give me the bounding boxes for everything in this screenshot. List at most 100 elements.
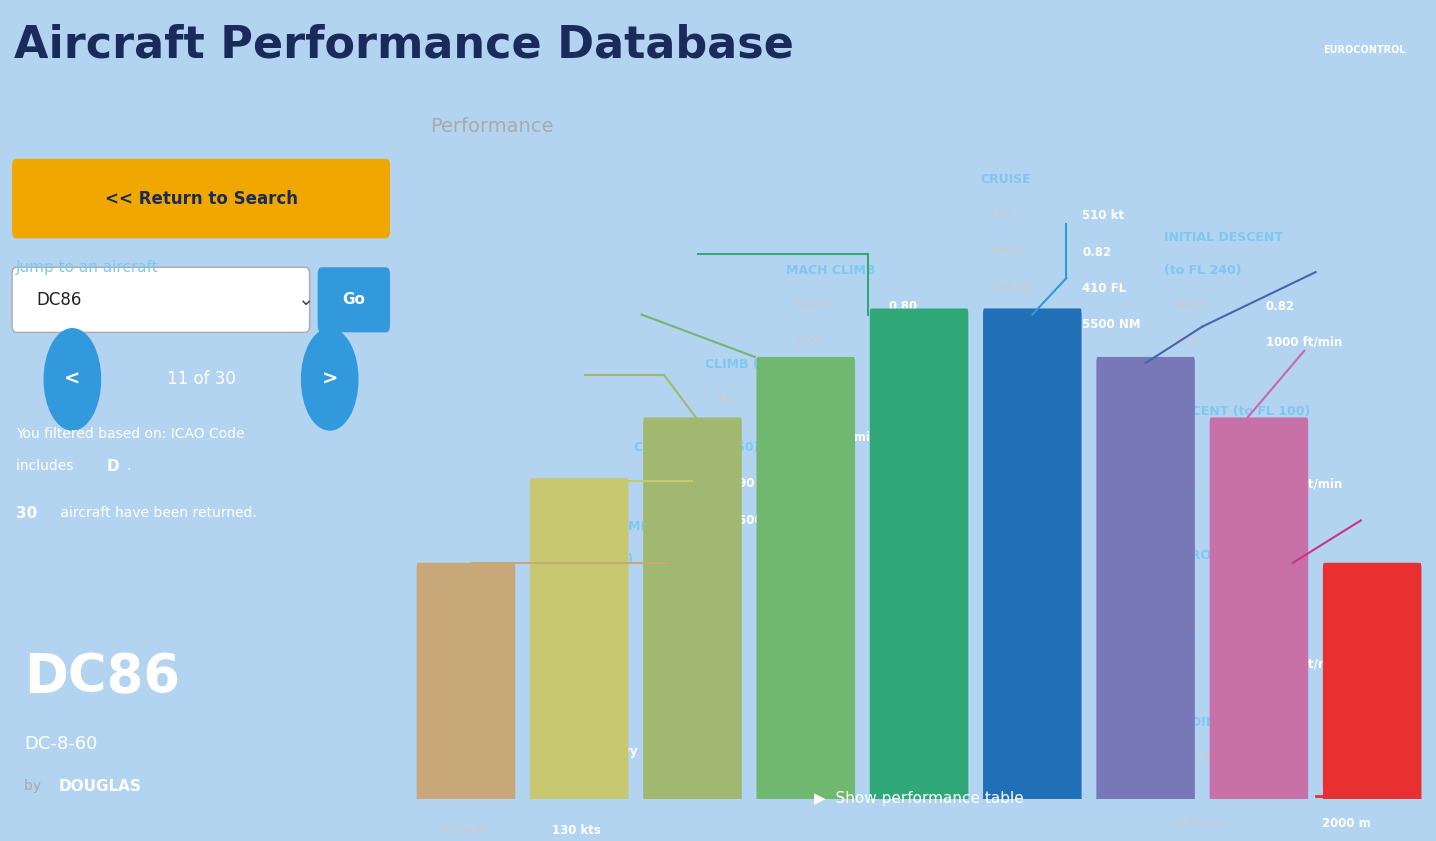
Text: Range:: Range: bbox=[991, 318, 1030, 328]
FancyBboxPatch shape bbox=[1209, 417, 1308, 805]
Text: IAS:: IAS: bbox=[1173, 585, 1196, 595]
Text: MTOW:: MTOW: bbox=[439, 665, 480, 675]
Text: TAS:: TAS: bbox=[991, 209, 1015, 220]
Text: APPROACH: APPROACH bbox=[1163, 549, 1241, 563]
Text: 2000 m: 2000 m bbox=[1321, 817, 1370, 830]
Text: WTC:: WTC: bbox=[439, 705, 468, 715]
Text: MACH:: MACH: bbox=[797, 300, 833, 309]
Circle shape bbox=[302, 329, 358, 430]
Text: includes: includes bbox=[16, 459, 78, 473]
Text: 140 kt: 140 kt bbox=[1321, 752, 1364, 764]
Text: Aircraft Performance Database: Aircraft Performance Database bbox=[14, 24, 794, 67]
Text: 5500 NM: 5500 NM bbox=[1083, 318, 1140, 331]
Text: 290 kts: 290 kts bbox=[801, 394, 850, 407]
Text: by: by bbox=[24, 780, 46, 793]
Text: 0.80: 0.80 bbox=[889, 300, 918, 313]
Text: ▶  Show performance table: ▶ Show performance table bbox=[814, 791, 1024, 807]
Text: 290 kt: 290 kt bbox=[1265, 441, 1308, 454]
Text: DC86: DC86 bbox=[36, 291, 82, 309]
Text: ROD:: ROD: bbox=[1173, 658, 1202, 668]
FancyBboxPatch shape bbox=[757, 357, 854, 805]
Text: V2 (IAS):: V2 (IAS): bbox=[439, 824, 488, 834]
Text: 30: 30 bbox=[16, 505, 37, 521]
Text: << Return to Search: << Return to Search bbox=[105, 189, 297, 208]
Text: DC-8-60: DC-8-60 bbox=[24, 735, 98, 754]
Text: >: > bbox=[322, 370, 337, 389]
Text: IAS:: IAS: bbox=[1173, 441, 1196, 451]
Text: Ceiling:: Ceiling: bbox=[991, 282, 1032, 292]
Text: ROC:: ROC: bbox=[715, 430, 742, 440]
Text: 800 ft/min: 800 ft/min bbox=[889, 336, 956, 349]
Text: 1500 ft/min: 1500 ft/min bbox=[731, 513, 807, 526]
Text: ROC:: ROC: bbox=[797, 336, 824, 346]
Text: 1500 ft/min: 1500 ft/min bbox=[1265, 658, 1343, 671]
Text: DOUGLAS: DOUGLAS bbox=[59, 779, 141, 794]
Text: (to 5000 ft): (to 5000 ft) bbox=[551, 553, 633, 566]
Text: 160 kts: 160 kts bbox=[649, 589, 698, 602]
Text: IAS:: IAS: bbox=[561, 589, 584, 599]
Text: Vat (IAS):: Vat (IAS): bbox=[1173, 752, 1226, 762]
Text: <: < bbox=[65, 370, 80, 389]
Text: DC86: DC86 bbox=[24, 651, 181, 703]
Text: 1000 ft/min: 1000 ft/min bbox=[801, 430, 877, 443]
FancyBboxPatch shape bbox=[11, 267, 310, 332]
Text: C: C bbox=[1321, 785, 1331, 797]
FancyBboxPatch shape bbox=[317, 267, 391, 332]
Text: CLIMB (to FL 240): CLIMB (to FL 240) bbox=[705, 357, 830, 371]
Text: .: . bbox=[126, 459, 131, 473]
Text: MACH:: MACH: bbox=[991, 246, 1027, 256]
Text: Lower Heavy: Lower Heavy bbox=[551, 744, 638, 758]
FancyBboxPatch shape bbox=[416, 563, 516, 805]
Text: 0.82: 0.82 bbox=[1083, 246, 1111, 258]
Text: 250 kt: 250 kt bbox=[1265, 585, 1308, 599]
Text: MCS:: MCS: bbox=[1173, 621, 1202, 632]
Text: 3000 m: 3000 m bbox=[551, 785, 600, 797]
Text: ROD:: ROD: bbox=[1173, 336, 1202, 346]
Text: 0.82: 0.82 bbox=[1265, 300, 1295, 313]
Circle shape bbox=[45, 329, 101, 430]
FancyBboxPatch shape bbox=[1096, 357, 1195, 805]
FancyBboxPatch shape bbox=[870, 309, 968, 805]
FancyBboxPatch shape bbox=[530, 478, 629, 805]
Text: 1000 ft/min: 1000 ft/min bbox=[1265, 336, 1341, 349]
Text: MACH:: MACH: bbox=[1173, 300, 1211, 309]
Text: CLIMB (to FL 150): CLIMB (to FL 150) bbox=[633, 441, 760, 454]
Text: aircraft have been returned.: aircraft have been returned. bbox=[56, 506, 257, 521]
Text: Distance:: Distance: bbox=[1173, 817, 1226, 827]
Text: 3000 ft/min: 3000 ft/min bbox=[1265, 477, 1341, 490]
Text: IAS:: IAS: bbox=[715, 394, 737, 404]
Text: 130 kts: 130 kts bbox=[551, 824, 600, 837]
FancyBboxPatch shape bbox=[984, 309, 1081, 805]
Text: EUROCONTROL: EUROCONTROL bbox=[1323, 45, 1406, 56]
Text: DESCENT (to FL 100): DESCENT (to FL 100) bbox=[1163, 405, 1310, 418]
Text: INITIAL DESCENT: INITIAL DESCENT bbox=[1163, 231, 1282, 244]
Text: 410 FL: 410 FL bbox=[1083, 282, 1126, 294]
Text: Jump to an aircraft: Jump to an aircraft bbox=[16, 260, 159, 275]
Text: D: D bbox=[106, 458, 119, 473]
Text: MACH CLIMB: MACH CLIMB bbox=[787, 263, 876, 277]
Text: 510 kt: 510 kt bbox=[1083, 209, 1124, 222]
Text: ROC:: ROC: bbox=[643, 513, 672, 523]
Text: H: H bbox=[551, 705, 561, 718]
Text: 11 of 30: 11 of 30 bbox=[167, 370, 236, 389]
Text: ⌄: ⌄ bbox=[297, 290, 314, 309]
Text: ROD:: ROD: bbox=[1173, 477, 1202, 487]
Text: APC:: APC: bbox=[1173, 785, 1199, 795]
Text: INITIAL CLIMB: INITIAL CLIMB bbox=[551, 521, 651, 533]
Text: CRUISE: CRUISE bbox=[981, 173, 1031, 186]
FancyBboxPatch shape bbox=[643, 417, 742, 805]
Text: Distance:: Distance: bbox=[439, 785, 493, 795]
Text: (to FL 240): (to FL 240) bbox=[1163, 263, 1241, 277]
Text: Performance: Performance bbox=[429, 117, 553, 135]
Text: TAKE-OFF: TAKE-OFF bbox=[429, 621, 498, 635]
Text: You filtered based on: ICAO Code: You filtered based on: ICAO Code bbox=[16, 426, 244, 441]
FancyBboxPatch shape bbox=[1323, 563, 1422, 805]
Text: 158700 kg: 158700 kg bbox=[551, 665, 622, 678]
Text: 210 kt: 210 kt bbox=[1265, 621, 1308, 635]
FancyBboxPatch shape bbox=[11, 159, 391, 238]
Text: 2000 ft/min: 2000 ft/min bbox=[649, 626, 725, 638]
Text: IAS:: IAS: bbox=[643, 477, 665, 487]
Text: 290 kts: 290 kts bbox=[731, 477, 780, 490]
Text: LANDING: LANDING bbox=[1163, 716, 1228, 728]
Text: Go: Go bbox=[342, 293, 365, 307]
